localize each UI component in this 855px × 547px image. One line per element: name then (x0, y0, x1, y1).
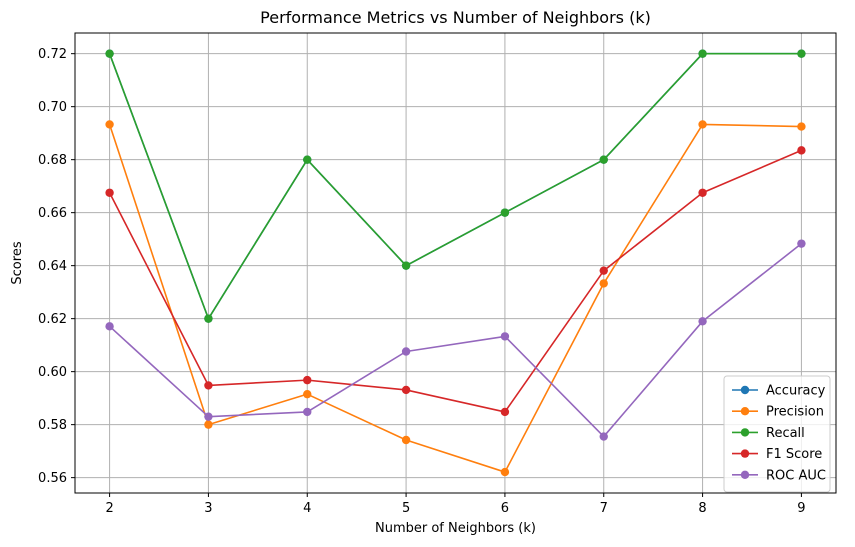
legend-label-f1-score: F1 Score (766, 447, 822, 462)
data-point-f1-score (105, 189, 113, 197)
x-tick-label: 3 (204, 501, 212, 516)
data-point-precision (501, 468, 509, 476)
data-point-roc-auc (797, 239, 805, 247)
data-point-precision (204, 420, 212, 428)
legend-marker-recall (741, 428, 749, 436)
legend-label-precision: Precision (766, 405, 824, 420)
data-point-roc-auc (698, 317, 706, 325)
legend-marker-accuracy (741, 386, 749, 394)
legend-label-accuracy: Accuracy (766, 384, 826, 399)
legend-label-roc-auc: ROC AUC (766, 468, 826, 483)
y-tick-label: 0.64 (38, 259, 67, 274)
data-point-precision (303, 390, 311, 398)
legend-label-recall: Recall (766, 426, 805, 441)
x-tick-label: 8 (698, 501, 706, 516)
x-tick-label: 9 (797, 501, 805, 516)
data-point-precision (402, 436, 410, 444)
x-axis-label: Number of Neighbors (k) (375, 521, 536, 536)
y-tick-label: 0.62 (38, 312, 67, 327)
data-point-f1-score (501, 408, 509, 416)
data-point-precision (698, 120, 706, 128)
x-tick-label: 6 (501, 501, 509, 516)
legend-marker-f1-score (741, 449, 749, 457)
y-tick-label: 0.68 (38, 153, 67, 168)
legend: Accuracy Precision Recall F1 Score ROC AUC (724, 376, 830, 492)
x-tick-label: 5 (402, 501, 410, 516)
y-tick-label: 0.60 (38, 365, 67, 380)
x-tick-label: 2 (105, 501, 113, 516)
data-point-f1-score (402, 386, 410, 394)
data-point-precision (105, 120, 113, 128)
y-tick-label: 0.58 (38, 418, 67, 433)
data-point-recall (303, 155, 311, 163)
data-point-recall (402, 261, 410, 269)
data-point-roc-auc (204, 412, 212, 420)
data-point-recall (105, 49, 113, 57)
data-point-f1-score (204, 381, 212, 389)
y-tick-label: 0.70 (38, 100, 67, 115)
y-axis-label: Scores (10, 241, 25, 284)
data-point-precision (797, 122, 805, 130)
y-tick-label: 0.66 (38, 206, 67, 221)
chart-title: Performance Metrics vs Number of Neighbo… (260, 8, 651, 27)
data-point-precision (600, 279, 608, 287)
data-point-recall (600, 155, 608, 163)
data-point-recall (698, 49, 706, 57)
x-tick-label: 7 (600, 501, 608, 516)
y-tick-label: 0.72 (38, 47, 67, 62)
data-point-f1-score (303, 376, 311, 384)
y-tick-label: 0.56 (38, 471, 67, 486)
data-point-recall (204, 314, 212, 322)
x-tick-label: 4 (303, 501, 311, 516)
legend-marker-roc-auc (741, 471, 749, 479)
data-point-roc-auc (501, 332, 509, 340)
data-point-f1-score (600, 266, 608, 274)
data-point-roc-auc (600, 432, 608, 440)
data-point-roc-auc (303, 408, 311, 416)
data-point-roc-auc (402, 347, 410, 355)
legend-marker-precision (741, 407, 749, 415)
data-point-f1-score (698, 189, 706, 197)
data-point-f1-score (797, 146, 805, 154)
data-point-roc-auc (105, 322, 113, 330)
data-point-recall (797, 49, 805, 57)
data-point-recall (501, 208, 509, 216)
